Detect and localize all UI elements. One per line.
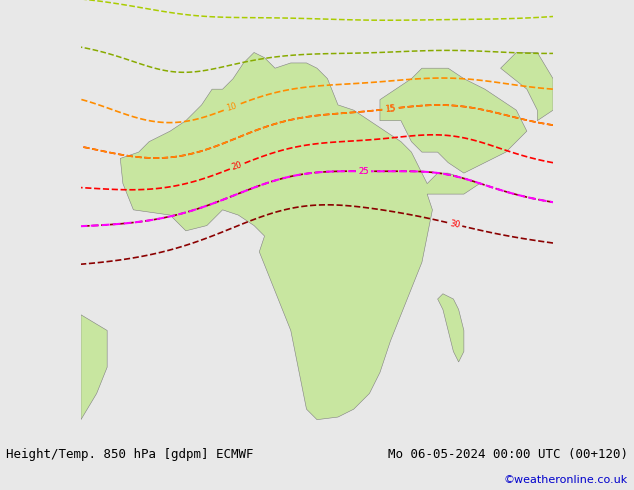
Text: 25: 25 <box>358 167 369 176</box>
Polygon shape <box>81 315 107 419</box>
Polygon shape <box>437 294 464 362</box>
Text: Mo 06-05-2024 00:00 UTC (00+120): Mo 06-05-2024 00:00 UTC (00+120) <box>387 447 628 461</box>
Text: ©weatheronline.co.uk: ©weatheronline.co.uk <box>503 475 628 485</box>
Text: 25: 25 <box>358 167 369 176</box>
Text: 10: 10 <box>225 101 237 113</box>
Polygon shape <box>120 52 480 419</box>
Text: Height/Temp. 850 hPa [gdpm] ECMWF: Height/Temp. 850 hPa [gdpm] ECMWF <box>6 447 254 461</box>
Text: 30: 30 <box>449 219 461 230</box>
Text: 15: 15 <box>384 104 396 114</box>
Text: 20: 20 <box>231 160 243 172</box>
Polygon shape <box>380 68 527 173</box>
Text: 15: 15 <box>384 104 396 114</box>
Polygon shape <box>501 52 553 121</box>
